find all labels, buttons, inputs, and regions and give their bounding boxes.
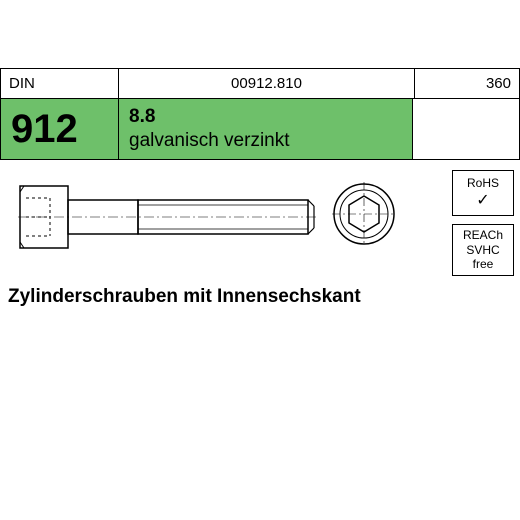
product-code: 00912.810 — [119, 69, 415, 98]
spec-row: 912 8.8 galvanisch verzinkt — [0, 98, 520, 160]
product-spec-card: DIN 00912.810 360 912 8.8 galvanisch ver… — [0, 68, 520, 378]
blank-cell — [413, 99, 519, 159]
grade: 8.8 — [129, 106, 155, 128]
finish: galvanisch verzinkt — [129, 130, 290, 152]
screw-side-drawing — [18, 178, 318, 256]
rohs-badge: RoHS ✓ — [452, 170, 514, 216]
reach-line1: REACh — [463, 228, 503, 242]
diagram-area: RoHS ✓ REACh SVHC free Zylinderschrauben… — [0, 160, 520, 280]
header-right-value: 360 — [415, 69, 519, 98]
product-title: Zylinderschrauben mit Innensechskant — [8, 286, 361, 308]
check-icon: ✓ — [476, 191, 489, 210]
standard-number: 912 — [1, 99, 119, 159]
screw-front-drawing — [330, 180, 398, 248]
reach-badge: REACh SVHC free — [452, 224, 514, 276]
rohs-label: RoHS — [467, 176, 499, 190]
reach-line2: SVHC — [466, 243, 499, 257]
header-row: DIN 00912.810 360 — [0, 68, 520, 98]
reach-line3: free — [473, 257, 494, 271]
standard-label: DIN — [1, 69, 119, 98]
spec-details: 8.8 galvanisch verzinkt — [119, 99, 413, 159]
